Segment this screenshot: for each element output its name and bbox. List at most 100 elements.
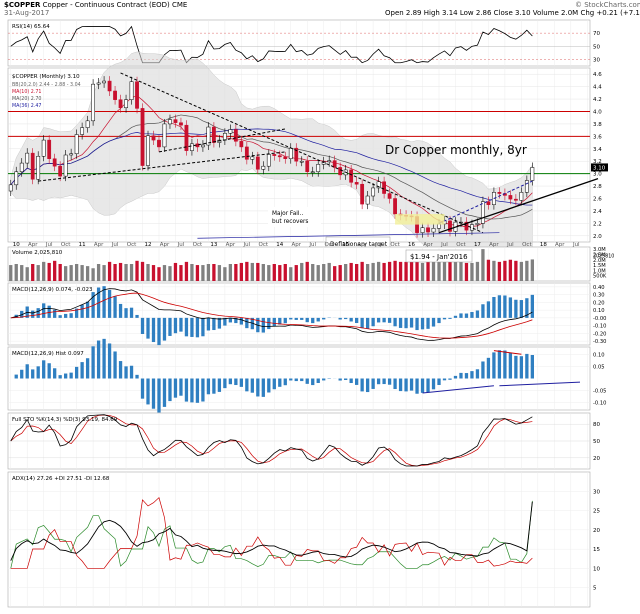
volume-bar — [333, 266, 337, 281]
macd-hist-bar — [146, 317, 150, 339]
macdh-bar — [36, 366, 40, 379]
volume-bar — [250, 262, 254, 281]
sto-k-line — [10, 414, 533, 467]
macdh-bar — [245, 378, 249, 392]
x-tick-label: Oct — [522, 242, 532, 248]
rising-support-line — [438, 177, 599, 234]
price-tick-label: 3.6 — [593, 134, 602, 140]
x-tick-label: Apr — [160, 242, 170, 248]
macdh-bar — [459, 372, 463, 379]
volume-bar — [393, 260, 397, 281]
price-candle — [135, 81, 139, 109]
macd-hist-bar — [201, 317, 205, 337]
macd-hist-bar — [459, 313, 463, 318]
macd-hist-bar — [393, 317, 397, 327]
rsi-panel-frame — [7, 19, 591, 67]
volume-bar — [25, 267, 29, 281]
volume-bar — [58, 264, 62, 281]
last-price-label: 3.10 — [593, 165, 606, 171]
macdh-bar — [492, 352, 496, 379]
macdh-bar — [514, 355, 518, 379]
price-candle — [69, 153, 74, 156]
volume-bar — [190, 264, 194, 281]
price-candle — [222, 133, 227, 141]
macd-hist-bar — [355, 317, 359, 324]
macd-tick-label: 0.20 — [593, 300, 605, 306]
price-candle — [102, 80, 106, 84]
macdh-bar — [162, 378, 167, 407]
macd-tick-label: -0.30 — [593, 339, 606, 345]
volume-tick-label: 2.5M — [593, 252, 606, 258]
macd-hist-bar — [426, 317, 430, 329]
macd-hist-bar — [486, 301, 491, 318]
volume-bar — [404, 261, 408, 281]
macd-hist-bar — [53, 309, 57, 318]
adx-tick-label: 5 — [593, 586, 597, 592]
price-candle — [497, 192, 502, 194]
macd-hist-bar — [344, 317, 348, 320]
macdh-bar — [278, 378, 282, 387]
price-candle — [382, 181, 387, 194]
volume-bar — [173, 262, 178, 281]
macd-hist-bar — [508, 297, 513, 318]
rsi-line — [10, 25, 533, 64]
price-candle — [151, 135, 156, 141]
macdh-bar — [25, 364, 29, 379]
price-tick-label: 2.4 — [593, 209, 602, 215]
sto-tick-label: 20 — [593, 456, 600, 462]
macd-hist-bar — [283, 317, 287, 324]
macdh-bar — [129, 365, 134, 379]
adx-panel: 30 25 20 15 10 5 ADX(14) 27.26 +DI 27.51 -DI 1… — [7, 471, 600, 608]
price-tick-label: 2.8 — [593, 184, 602, 190]
volume-bar — [201, 265, 205, 281]
volume-bar — [398, 261, 403, 281]
macd-hist-bar — [431, 317, 436, 327]
price-candle — [233, 129, 238, 142]
macdh-bar — [365, 378, 370, 393]
x-tick-label: Oct — [456, 242, 466, 248]
target-zone — [395, 214, 445, 225]
macdh-bar — [250, 378, 254, 393]
macdh-legend: MACD(12,26,9) Hist 0.097 — [12, 351, 84, 357]
x-tick-label: Apr — [489, 242, 499, 248]
macd-hist-bar — [470, 311, 474, 318]
price-candle — [157, 139, 161, 148]
macd-hist-bar — [278, 317, 282, 325]
macd-hist-bar — [322, 317, 326, 320]
price-candle — [80, 127, 85, 135]
volume-bar — [294, 265, 298, 281]
volume-bar — [14, 264, 18, 281]
macd-tick-label: 0.40 — [593, 285, 605, 291]
macdh-bar — [113, 351, 117, 379]
price-candle — [475, 223, 480, 225]
volume-bar — [305, 261, 309, 281]
volume-panel-frame — [7, 246, 591, 282]
x-tick-label: 14 — [276, 242, 283, 248]
volume-bar — [96, 264, 101, 281]
macdh-bar — [217, 378, 222, 392]
macdh-bar — [322, 378, 326, 381]
price-candle — [486, 201, 491, 205]
macdh-bar — [316, 378, 320, 383]
macd-hist-bar — [47, 305, 51, 318]
price-candle — [30, 152, 35, 180]
legend-ma20: MA(20) 2.70 — [12, 96, 41, 102]
macdh-bar — [173, 378, 178, 398]
macdh-bar — [47, 363, 51, 379]
volume-bar — [272, 264, 276, 281]
volume-bar — [420, 262, 425, 281]
macdh-bar — [228, 378, 233, 385]
macdh-bar — [85, 358, 90, 379]
macdh-bar — [376, 378, 381, 385]
volume-bar — [85, 266, 90, 281]
macdh-bar — [442, 378, 447, 381]
price-candle — [327, 160, 332, 163]
price-candle — [14, 171, 19, 186]
price-candle — [288, 147, 293, 159]
low-label: $1.94 - Jan'2016 — [410, 253, 468, 261]
macd-tick-label: -0.20 — [593, 331, 606, 337]
price-candle — [162, 123, 167, 148]
x-tick-label: Oct — [193, 242, 203, 248]
price-candle — [481, 201, 485, 224]
price-tick-label: 2.0 — [593, 234, 602, 240]
